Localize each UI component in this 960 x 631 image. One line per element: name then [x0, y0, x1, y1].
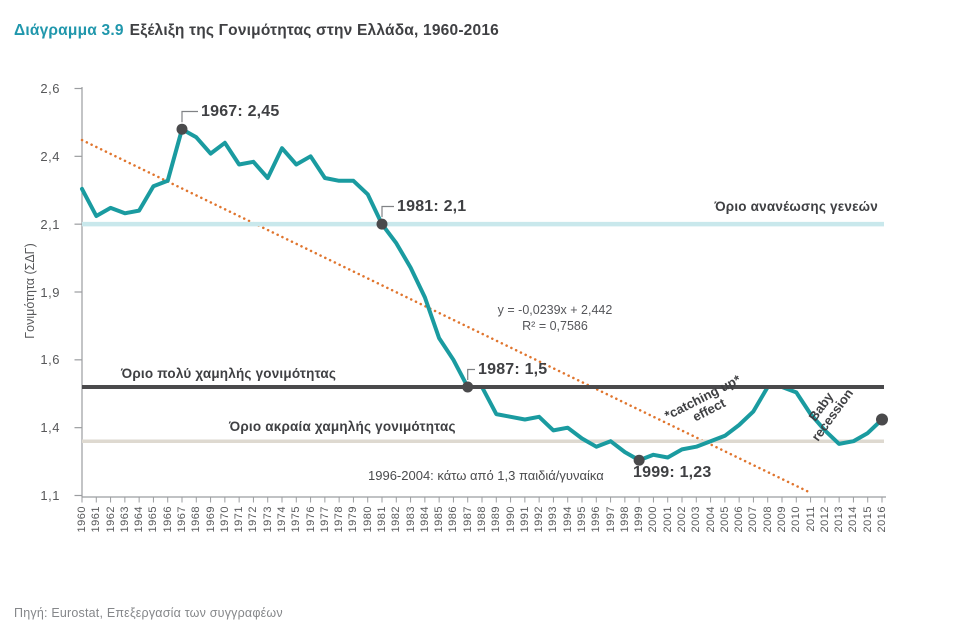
x-tick-label: 2002 — [676, 506, 688, 533]
x-tick-label: 2005 — [718, 506, 731, 533]
x-tick-label: 1975 — [290, 506, 303, 533]
annotation-1999: 1999: 1,23 — [633, 464, 712, 481]
x-tick-label: 1974 — [276, 506, 288, 533]
x-tick-label: 1986 — [447, 506, 460, 533]
data-marker-1999 — [633, 454, 645, 466]
x-tick-label: 1998 — [618, 506, 631, 533]
y-tick-label: 2,1 — [40, 216, 60, 232]
x-tick-label: 1968 — [190, 506, 203, 533]
x-tick-label: 1990 — [504, 506, 517, 533]
x-tick-label: 1973 — [261, 506, 274, 533]
x-tick-label: 2001 — [661, 506, 674, 533]
x-tick-label: 2013 — [833, 506, 846, 533]
x-tick-label: 1979 — [347, 506, 360, 533]
x-tick-label: 2015 — [861, 506, 874, 533]
x-tick-label: 1984 — [418, 506, 431, 533]
x-tick-label: 1972 — [247, 506, 260, 533]
x-tick-label: 1999 — [633, 506, 646, 533]
x-tick-label: 1970 — [218, 506, 231, 533]
trend-equation: y = -0,0239x + 2,442 R² = 0,7586 — [460, 303, 650, 334]
x-tick-label: 1961 — [90, 506, 103, 533]
x-tick-label: 1983 — [404, 506, 417, 533]
x-tick-label: 2004 — [704, 506, 717, 533]
x-tick-label: 2012 — [818, 506, 831, 533]
annotation-connector-1987 — [467, 368, 475, 380]
y-tick-label: 2,4 — [40, 148, 60, 164]
x-tick-label: 1971 — [233, 506, 246, 533]
x-tick-label: 1982 — [390, 506, 403, 533]
x-tick-label: 2011 — [804, 506, 817, 532]
note-1996-2004: 1996-2004: κάτω από 1,3 παιδιά/γυναίκα — [368, 468, 604, 483]
annotation-1967: 1967: 2,45 — [201, 103, 280, 120]
y-tick-label: 1,6 — [40, 352, 60, 368]
x-tick-label: 1992 — [533, 506, 546, 533]
x-tick-label: 1965 — [147, 506, 160, 533]
x-tick-label: 1991 — [518, 506, 531, 533]
annotation-connector-1967 — [181, 110, 198, 123]
data-marker-1967 — [176, 123, 188, 135]
y-tick-label: 2,6 — [40, 81, 60, 96]
chart-title: Διάγραμμα 3.9 Εξέλιξη της Γονιμότητας στη… — [14, 22, 499, 40]
y-tick-label: 1,4 — [40, 420, 60, 436]
x-tick-label: 2006 — [733, 506, 746, 533]
x-tick-label: 2014 — [847, 506, 860, 533]
x-tick-label: 1996 — [590, 506, 603, 533]
chart-number: Διάγραμμα 3.9 — [14, 22, 124, 39]
x-tick-label: 1976 — [304, 506, 317, 533]
annotation-connector-1981 — [381, 205, 394, 218]
fertility-series-line — [80, 127, 884, 463]
x-tick-label: 2007 — [747, 506, 760, 533]
ref-label-generation-renewal: Όριο ανανέωσης γενεών — [714, 199, 878, 214]
x-tick-label: 2003 — [690, 506, 703, 533]
annotation-1987: 1987: 1,5 — [478, 361, 548, 378]
x-tick-label: 1964 — [133, 506, 146, 533]
x-tick-label: 1997 — [604, 506, 617, 533]
source-note: Πηγή: Eurostat, Επεξεργασία των συγγραφέ… — [14, 606, 283, 620]
y-tick-label: 1,9 — [40, 284, 60, 300]
x-tick-label: 1960 — [76, 506, 88, 533]
x-tick-label: 1969 — [204, 506, 217, 533]
ref-label-extremely-low-fertility: Όριο ακραία χαμηλής γονιμότητας — [229, 419, 456, 434]
y-tick-label: 1,1 — [40, 488, 60, 503]
trend-equation-line: y = -0,0239x + 2,442 — [497, 303, 613, 317]
trend-equation-r2: R² = 0,7586 — [522, 318, 588, 333]
x-tick-label: 1989 — [490, 506, 503, 533]
x-tick-label: 1962 — [104, 506, 117, 533]
ref-label-very-low-fertility: Όριο πολύ χαμηλής γονιμότητας — [121, 366, 337, 381]
x-tick-label: 2000 — [647, 506, 660, 533]
x-tick-label: 2016 — [876, 506, 888, 533]
chart-title-text: Εξέλιξη της Γονιμότητας στην Ελλάδα, 196… — [129, 22, 499, 39]
x-tick-label: 1967 — [176, 506, 188, 533]
x-tick-label: 2008 — [761, 506, 774, 533]
x-tick-label: 1993 — [547, 506, 560, 533]
data-marker-2016 — [876, 413, 888, 426]
data-marker-1981 — [376, 218, 388, 230]
x-tick-label: 1978 — [333, 506, 346, 533]
x-tick-label: 1987 — [461, 506, 474, 533]
x-tick-label: 1988 — [476, 506, 488, 533]
x-tick-label: 2010 — [790, 506, 803, 533]
x-tick-label: 1994 — [561, 506, 574, 533]
x-tick-label: 1966 — [161, 506, 174, 533]
x-tick-label: 1980 — [361, 506, 374, 533]
x-tick-label: 2009 — [776, 506, 788, 533]
x-tick-label: 1977 — [318, 506, 331, 533]
annotation-1981: 1981: 2,1 — [397, 198, 467, 215]
x-tick-label: 1995 — [576, 506, 588, 533]
data-marker-1987 — [462, 381, 474, 393]
x-tick-label: 1963 — [118, 506, 131, 533]
x-tick-label: 1981 — [376, 506, 388, 533]
x-tick-label: 1985 — [433, 506, 446, 533]
